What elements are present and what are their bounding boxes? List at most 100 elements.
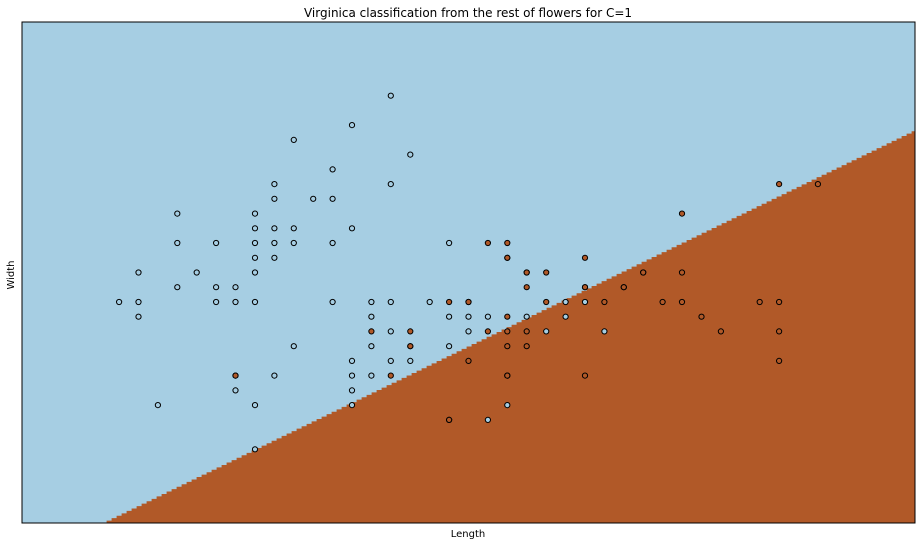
data-point-rest: [271, 372, 278, 379]
data-point-virginica: [659, 298, 666, 306]
data-point-rest: [329, 239, 336, 247]
data-point-rest: [387, 181, 394, 188]
data-point-rest: [484, 313, 491, 320]
data-point-rest: [251, 225, 259, 232]
data-point-rest: [251, 298, 259, 306]
data-point-virginica: [446, 298, 453, 306]
data-point-virginica: [484, 239, 491, 247]
data-point-virginica: [776, 181, 783, 188]
data-point-rest: [562, 313, 569, 320]
data-point-virginica: [581, 284, 589, 291]
data-point-virginica: [640, 269, 647, 276]
data-point-rest: [407, 151, 414, 158]
data-point-rest: [523, 313, 530, 320]
data-point-virginica: [407, 343, 414, 350]
data-point-rest: [348, 402, 356, 409]
data-point-rest: [251, 402, 259, 409]
data-point-rest: [465, 328, 472, 335]
data-point-virginica: [543, 269, 550, 276]
data-point-virginica: [504, 239, 511, 247]
data-point-virginica: [814, 181, 822, 188]
x-axis-label: Length: [451, 529, 486, 540]
data-point-rest: [368, 372, 375, 379]
data-point-virginica: [581, 254, 589, 261]
data-point-rest: [174, 210, 181, 217]
chart-title: Virginica classification from the rest o…: [304, 6, 632, 20]
data-point-rest: [504, 402, 511, 409]
data-point-rest: [387, 328, 394, 335]
data-point-rest: [271, 181, 278, 188]
data-point-rest: [232, 284, 239, 291]
data-point-virginica: [543, 298, 550, 306]
plot-area: [21, 21, 916, 524]
data-point-rest: [562, 298, 569, 306]
data-point-rest: [213, 239, 220, 247]
data-point-virginica: [465, 298, 472, 306]
data-point-virginica: [776, 298, 783, 306]
data-point-rest: [135, 298, 142, 306]
data-point-rest: [251, 210, 259, 217]
data-point-rest: [484, 416, 491, 423]
data-point-rest: [368, 298, 375, 306]
data-point-rest: [174, 284, 181, 291]
data-point-rest: [465, 313, 472, 320]
data-point-rest: [387, 357, 394, 364]
data-point-virginica: [678, 210, 686, 217]
data-point-rest: [213, 284, 220, 291]
data-point-rest: [135, 313, 142, 320]
data-point-virginica: [776, 328, 783, 335]
data-point-rest: [232, 387, 239, 394]
data-point-virginica: [756, 298, 763, 306]
data-point-virginica: [698, 313, 705, 320]
data-point-virginica: [523, 269, 530, 276]
data-point-virginica: [504, 254, 511, 261]
data-point-rest: [193, 269, 200, 276]
data-point-rest: [581, 298, 589, 306]
data-point-rest: [348, 387, 356, 394]
data-point-rest: [348, 225, 356, 232]
data-point-rest: [290, 239, 297, 247]
data-point-rest: [135, 269, 142, 276]
data-point-rest: [310, 195, 317, 202]
data-point-virginica: [523, 284, 530, 291]
data-point-rest: [251, 239, 259, 247]
data-point-rest: [251, 254, 259, 261]
data-point-virginica: [504, 328, 511, 335]
data-point-virginica: [407, 328, 414, 335]
data-point-rest: [251, 446, 259, 453]
data-point-rest: [446, 239, 453, 247]
data-point-virginica: [678, 298, 686, 306]
data-point-rest: [601, 328, 608, 335]
data-point-virginica: [717, 328, 725, 335]
data-point-virginica: [776, 357, 783, 364]
data-point-rest: [232, 298, 239, 306]
data-point-rest: [348, 357, 356, 364]
data-point-virginica: [678, 269, 686, 276]
data-point-rest: [348, 372, 356, 379]
data-point-rest: [348, 122, 356, 129]
data-point-rest: [271, 195, 278, 202]
data-point-virginica: [465, 357, 472, 364]
data-point-rest: [446, 343, 453, 350]
region-virginica: [101, 131, 915, 523]
data-point-rest: [116, 298, 123, 306]
data-point-rest: [271, 254, 278, 261]
data-point-rest: [329, 298, 336, 306]
data-point-virginica: [620, 284, 627, 291]
data-point-rest: [213, 298, 220, 306]
data-point-rest: [407, 357, 414, 364]
data-point-virginica: [387, 372, 394, 379]
data-point-rest: [446, 313, 453, 320]
data-point-rest: [290, 136, 297, 143]
data-point-rest: [271, 225, 278, 232]
data-point-virginica: [232, 372, 239, 379]
y-axis-label: Width: [6, 260, 17, 289]
data-point-rest: [368, 313, 375, 320]
data-point-rest: [154, 402, 161, 409]
data-point-rest: [251, 269, 259, 276]
data-point-rest: [174, 239, 181, 247]
data-point-rest: [290, 343, 297, 350]
data-point-rest: [271, 239, 278, 247]
plot-frame: [21, 21, 916, 524]
data-point-virginica: [581, 372, 589, 379]
